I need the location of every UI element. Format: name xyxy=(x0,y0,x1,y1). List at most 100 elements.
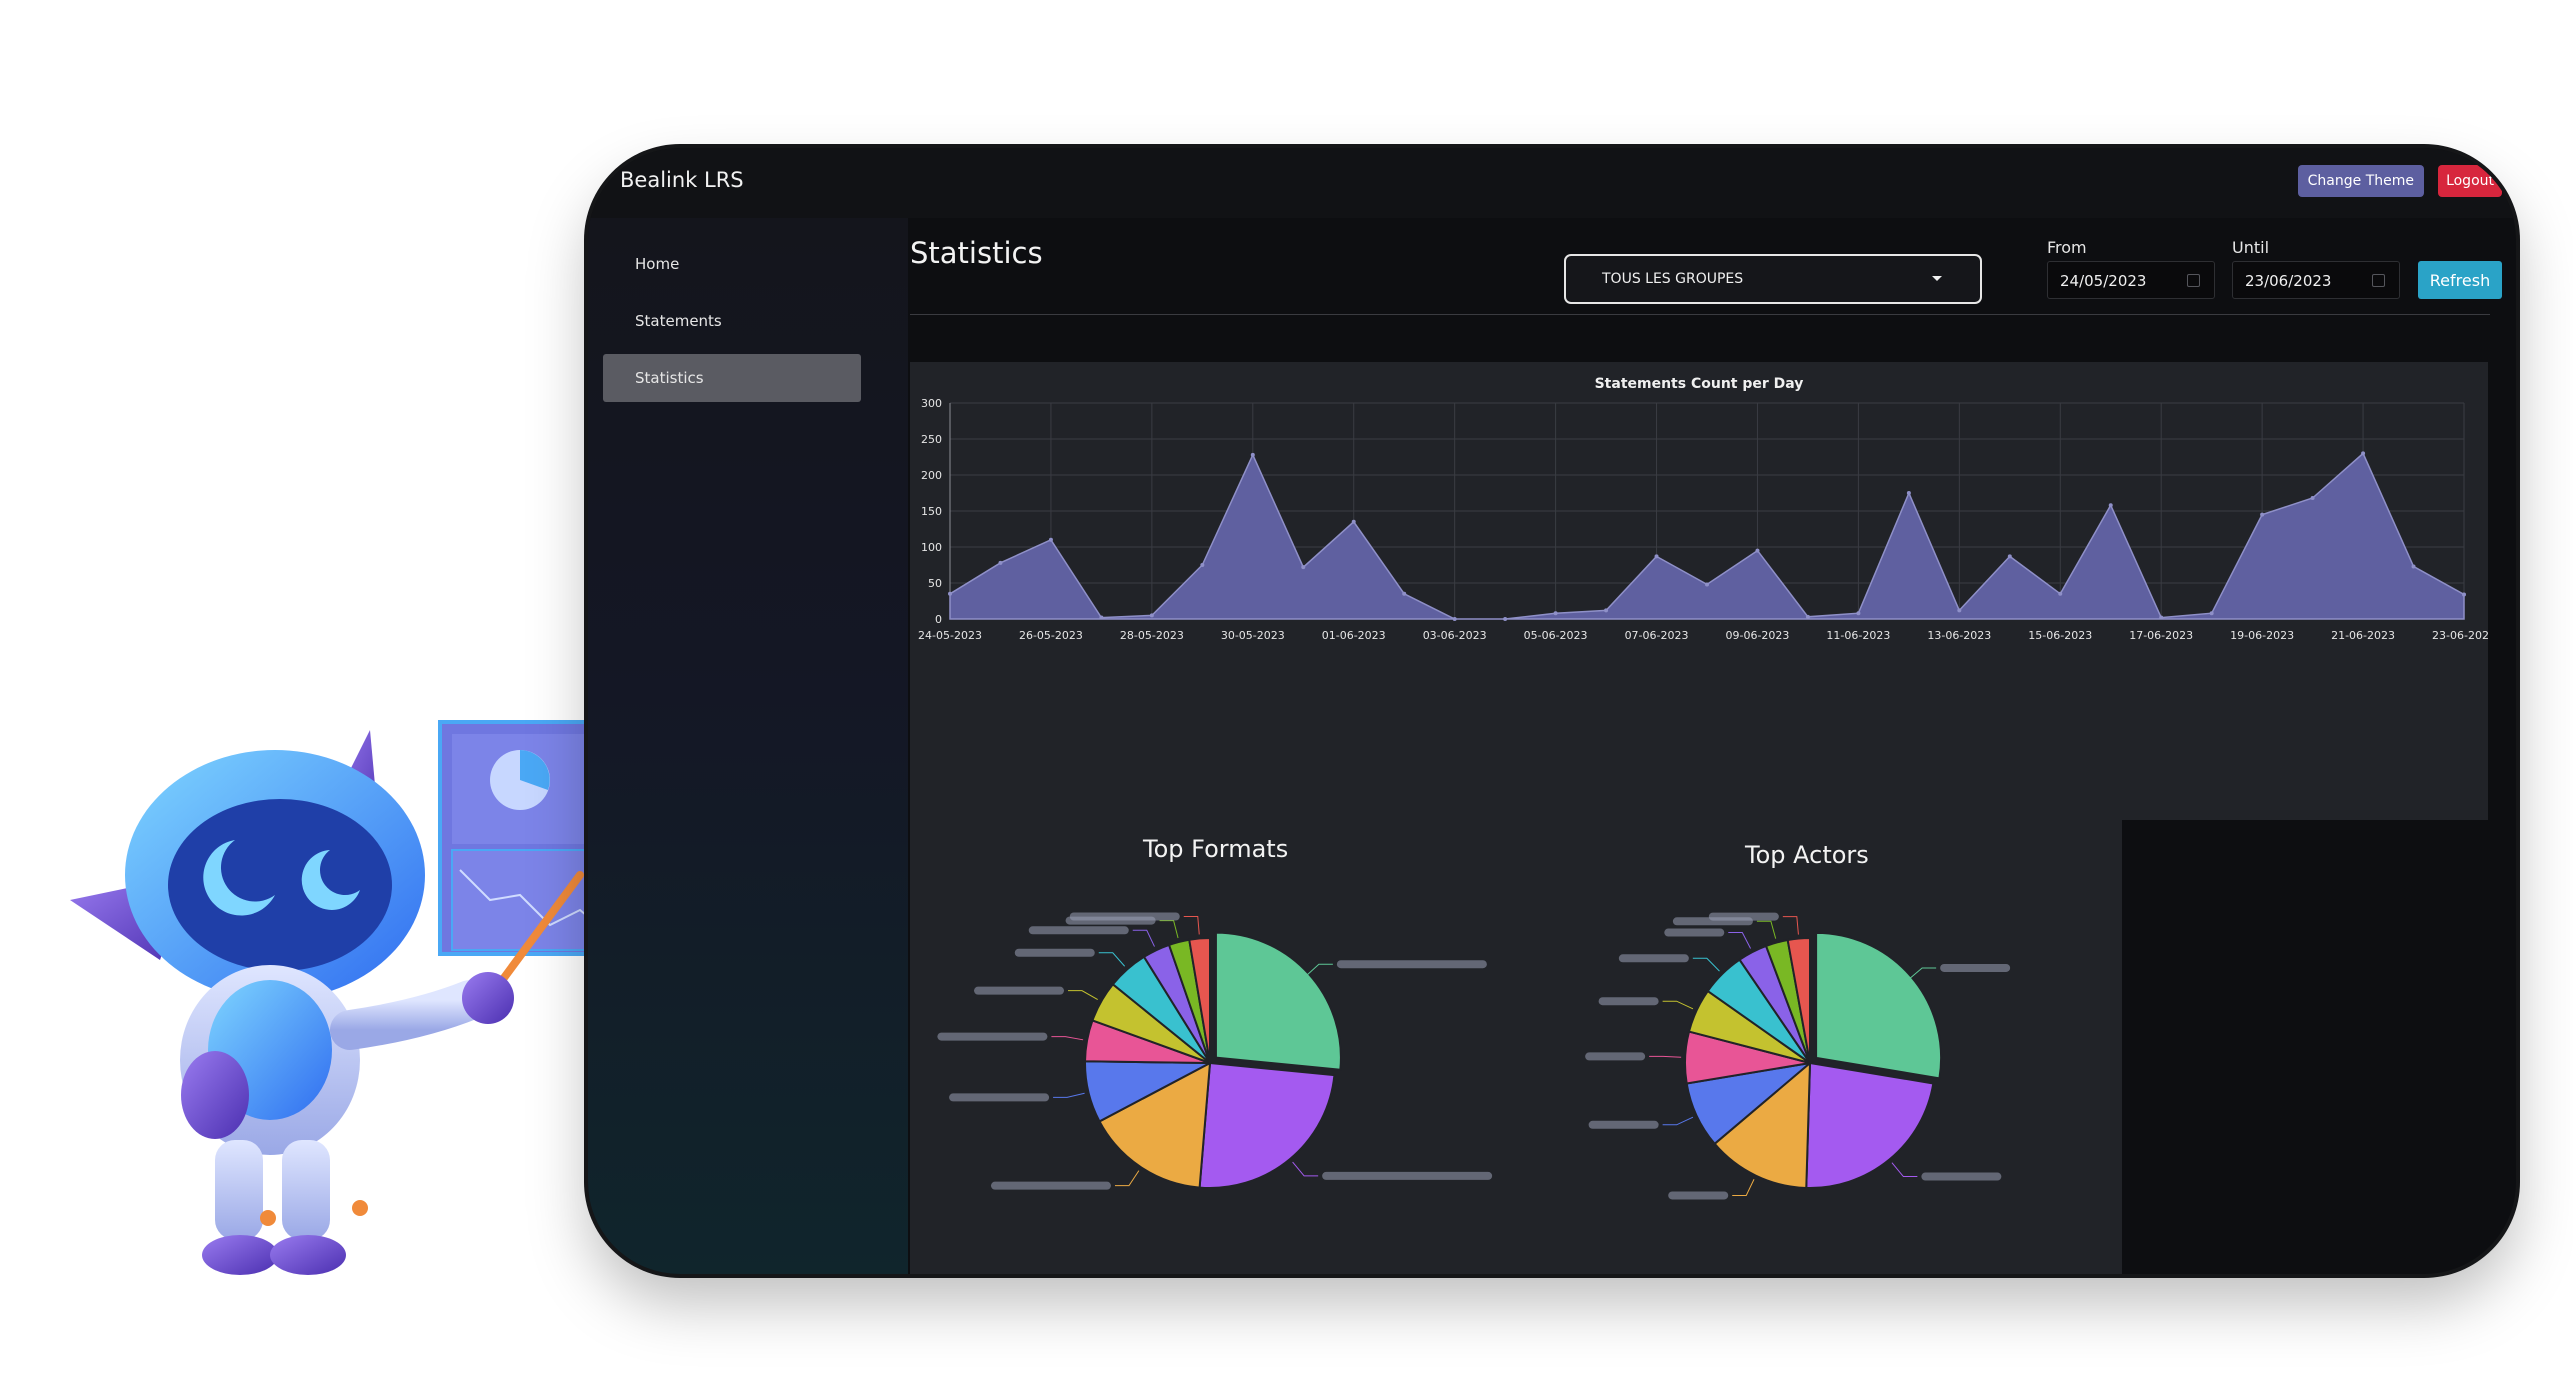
app-screen: Bealink LRS Change Theme Logout Home Sta… xyxy=(588,148,2516,1274)
pie-leader-line xyxy=(1114,1170,1140,1187)
pie-label-redacted xyxy=(937,1032,1048,1041)
pie-label-redacted xyxy=(1028,926,1129,935)
until-date-input[interactable]: 23/06/2023 xyxy=(2232,261,2400,299)
data-point xyxy=(1200,563,1205,567)
y-tick-label: 100 xyxy=(921,541,942,554)
sidebar: Home Statements Statistics xyxy=(588,218,908,1274)
pie-leader-line xyxy=(1098,952,1126,967)
calendar-icon[interactable] xyxy=(2372,274,2385,287)
pie-label-redacted xyxy=(1598,997,1659,1006)
refresh-button[interactable]: Refresh xyxy=(2418,261,2502,299)
x-tick-label: 17-06-2023 xyxy=(2129,629,2193,642)
data-point xyxy=(1856,611,1861,616)
x-tick-label: 26-05-2023 xyxy=(1019,629,1083,642)
pie-leader-line xyxy=(1732,1179,1755,1196)
data-point xyxy=(2310,496,2315,501)
x-tick-label: 15-06-2023 xyxy=(2028,629,2092,642)
pie-label-redacted xyxy=(1668,1191,1729,1200)
x-tick-label: 21-06-2023 xyxy=(2331,629,2395,642)
data-point xyxy=(2058,591,2063,596)
series-area xyxy=(949,452,2465,620)
pie-leader-line xyxy=(1692,957,1720,972)
data-point xyxy=(2159,615,2164,620)
data-point xyxy=(1301,565,1306,570)
x-tick-label: 28-05-2023 xyxy=(1120,629,1184,642)
top-formats-title: Top Formats xyxy=(1143,835,1289,863)
until-label: Until xyxy=(2232,238,2270,257)
logout-button[interactable]: Logout xyxy=(2438,165,2502,197)
sidebar-item-home[interactable]: Home xyxy=(635,255,680,273)
top-formats-pie xyxy=(937,912,1493,1190)
pie-label-redacted xyxy=(974,986,1065,995)
statements-per-day-chart: 0 50 100 150 200 250 300 24-05-2023 26-05-2023 28… xyxy=(918,397,2488,642)
top-actors-title: Top Actors xyxy=(1745,841,1869,869)
pie-label-redacted xyxy=(1940,963,2011,972)
y-tick-label: 250 xyxy=(921,433,942,446)
app-title: Bealink LRS xyxy=(620,168,744,192)
data-point xyxy=(1099,615,1104,620)
line-chart-title: Statements Count per Day xyxy=(1594,376,1804,392)
top-actors-pie xyxy=(1585,912,2011,1200)
pie-leader-line xyxy=(1662,1116,1694,1126)
data-point xyxy=(1805,614,1810,619)
pie-leader-line xyxy=(1756,920,1777,939)
data-point xyxy=(998,560,1003,565)
change-theme-button[interactable]: Change Theme xyxy=(2297,165,2424,197)
data-point xyxy=(1402,591,1407,596)
pie-leader-line xyxy=(1728,932,1752,949)
data-point xyxy=(1705,582,1709,587)
x-tick-label: 05-06-2023 xyxy=(1524,629,1588,642)
pie-leader-line xyxy=(1068,990,1098,1000)
data-point xyxy=(1553,611,1558,616)
calendar-icon[interactable] xyxy=(2187,274,2200,287)
data-point xyxy=(1755,548,1760,553)
pie-leader-line xyxy=(1132,929,1155,947)
pie-slice xyxy=(1098,1061,1212,1189)
data-point xyxy=(2462,592,2466,597)
data-point xyxy=(2209,611,2214,616)
pie-slice xyxy=(1786,936,1811,1064)
data-point xyxy=(2007,554,2012,559)
y-tick-label: 300 xyxy=(921,397,942,410)
pie-label-redacted xyxy=(990,1181,1111,1190)
x-tick-label: 13-06-2023 xyxy=(1927,629,1991,642)
y-tick-label: 200 xyxy=(921,469,942,482)
x-tick-label: 07-06-2023 xyxy=(1625,629,1689,642)
pie-label-redacted xyxy=(1336,960,1487,969)
pie-label-redacted xyxy=(1014,948,1095,957)
data-point xyxy=(1048,537,1053,542)
y-tick-label: 50 xyxy=(928,577,942,590)
pie-slice xyxy=(1805,1061,1935,1189)
pie-leader-line xyxy=(1649,1055,1682,1058)
top-bar: Bealink LRS Change Theme Logout xyxy=(588,148,2516,218)
pie-label-redacted xyxy=(1921,1172,2002,1181)
from-label: From xyxy=(2047,238,2087,257)
pie-label-redacted xyxy=(1588,1120,1659,1129)
pie-leader-line xyxy=(1782,916,1799,935)
pie-leader-line xyxy=(1891,1162,1918,1178)
pie-slice xyxy=(1713,1060,1812,1189)
pie-leader-line xyxy=(1159,920,1179,939)
data-point xyxy=(2108,503,2113,508)
x-tick-label: 24-05-2023 xyxy=(918,629,982,642)
data-point xyxy=(1351,519,1356,524)
pie-label-redacted xyxy=(1322,1171,1493,1180)
pie-label-redacted xyxy=(949,1093,1050,1102)
chevron-down-icon xyxy=(1932,276,1942,281)
x-tick-label: 11-06-2023 xyxy=(1826,629,1890,642)
sidebar-item-statements[interactable]: Statements xyxy=(635,312,722,330)
from-date-value: 24/05/2023 xyxy=(2060,272,2147,290)
sidebar-item-statistics[interactable]: Statistics xyxy=(603,354,861,402)
data-point xyxy=(1957,608,1962,613)
from-date-input[interactable]: 24/05/2023 xyxy=(2047,261,2215,299)
pie-slice xyxy=(1188,936,1211,1064)
data-point xyxy=(2361,451,2366,456)
pie-slice xyxy=(1815,931,1943,1080)
data-point xyxy=(2260,512,2265,517)
group-select[interactable]: TOUS LES GROUPES xyxy=(1564,254,1982,304)
group-select-value: TOUS LES GROUPES xyxy=(1602,271,1744,287)
data-point xyxy=(1604,608,1609,613)
until-date-value: 23/06/2023 xyxy=(2245,272,2332,290)
x-tick-label: 09-06-2023 xyxy=(1725,629,1789,642)
x-tick-label: 23-06-2023 xyxy=(2432,629,2488,642)
